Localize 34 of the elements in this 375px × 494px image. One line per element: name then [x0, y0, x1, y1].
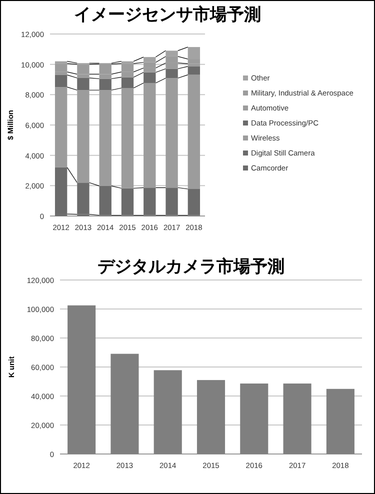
- bar: [77, 182, 90, 214]
- bar: [77, 90, 90, 183]
- bar: [54, 64, 68, 72]
- bar: [144, 188, 156, 216]
- bar: [154, 370, 182, 454]
- bar: [54, 167, 68, 214]
- bar: [121, 77, 134, 88]
- bar: [283, 384, 312, 454]
- bar: [166, 188, 178, 216]
- bar: [54, 74, 68, 88]
- bar: [110, 354, 139, 454]
- bar: [144, 82, 156, 188]
- bar: [326, 388, 354, 454]
- bar: [99, 64, 112, 74]
- bar: [188, 189, 200, 216]
- bar: [166, 68, 178, 78]
- bar: [68, 305, 96, 454]
- bar: [144, 72, 156, 83]
- bar: [54, 87, 68, 168]
- chart-title: デジタルカメラ市場予測: [98, 257, 284, 276]
- bar: [121, 88, 134, 188]
- chart-title: イメージセンサ市場予測: [74, 5, 261, 24]
- bar: [188, 74, 200, 190]
- bar: [77, 78, 90, 90]
- bar: [99, 78, 112, 90]
- bar: [77, 64, 90, 74]
- bar: [166, 78, 178, 188]
- bar: [188, 66, 200, 75]
- bar: [121, 188, 134, 216]
- bar: [188, 47, 200, 60]
- bar: [240, 384, 268, 454]
- bar: [196, 380, 226, 454]
- bar: [99, 186, 112, 216]
- bar: [99, 90, 112, 186]
